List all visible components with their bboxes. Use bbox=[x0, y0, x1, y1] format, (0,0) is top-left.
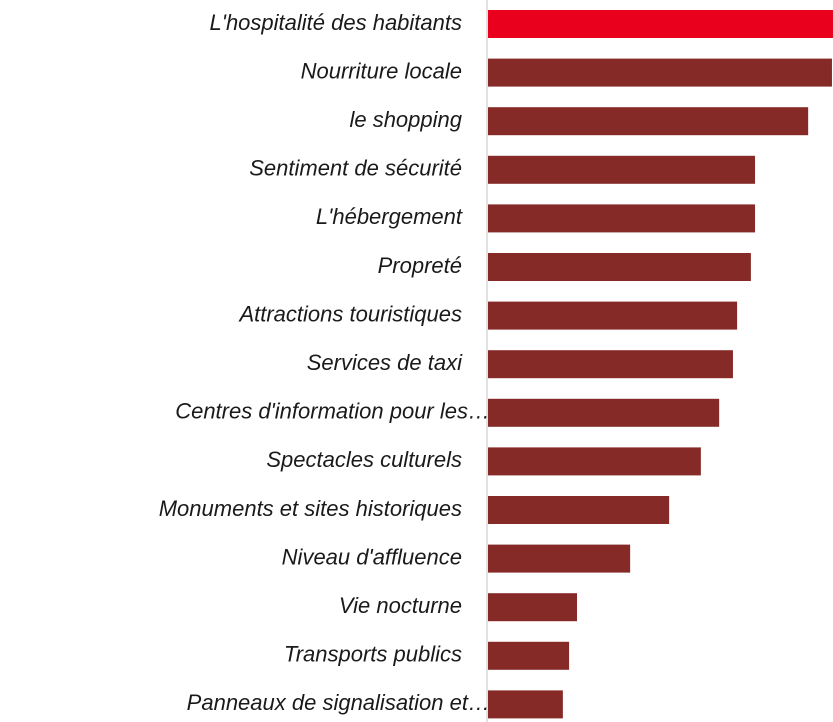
bar bbox=[488, 690, 563, 719]
bar bbox=[488, 58, 832, 87]
category-label: Transports publics bbox=[284, 642, 462, 667]
category-label: le shopping bbox=[349, 107, 462, 132]
bar bbox=[488, 544, 631, 573]
bar bbox=[488, 204, 756, 233]
bar bbox=[488, 447, 701, 476]
bar bbox=[488, 496, 670, 524]
category-label: L'hospitalité des habitants bbox=[210, 10, 462, 35]
category-label: Propreté bbox=[378, 253, 462, 278]
category-label: Monuments et sites historiques bbox=[159, 496, 462, 521]
category-label: Vie nocturne bbox=[339, 593, 462, 618]
bar bbox=[488, 350, 733, 379]
bar bbox=[488, 155, 756, 184]
bar bbox=[488, 641, 570, 670]
category-label: Nourriture locale bbox=[301, 58, 462, 83]
bar bbox=[488, 107, 809, 136]
category-label: Attractions touristiques bbox=[237, 301, 462, 326]
bar bbox=[488, 593, 578, 622]
category-label: Panneaux de signalisation et… bbox=[187, 690, 490, 715]
category-label: Services de taxi bbox=[307, 350, 463, 375]
category-label: Centres d'information pour les… bbox=[175, 399, 490, 424]
bar bbox=[488, 253, 751, 281]
category-label: Sentiment de sécurité bbox=[249, 156, 462, 181]
bar bbox=[488, 301, 738, 330]
bar bbox=[488, 398, 720, 427]
category-label: L'hébergement bbox=[316, 204, 463, 229]
category-label: Spectacles culturels bbox=[266, 447, 462, 472]
bar bbox=[488, 10, 833, 38]
category-label: Niveau d'affluence bbox=[282, 544, 462, 569]
